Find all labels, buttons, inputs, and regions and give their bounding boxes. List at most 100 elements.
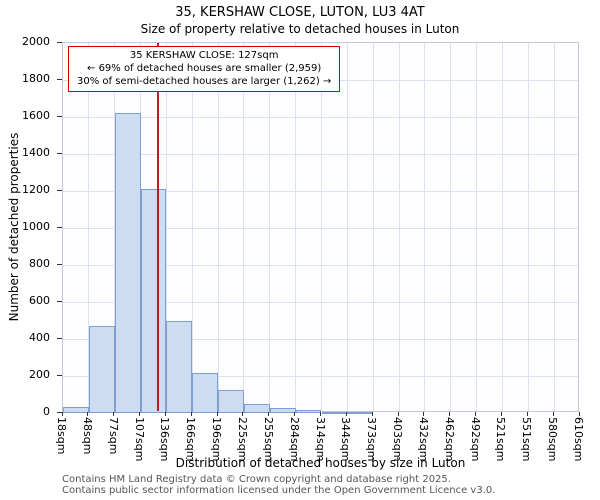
y-tick-mark: [57, 374, 62, 376]
x-tick-mark: [242, 412, 244, 416]
v-gridline: [450, 43, 452, 411]
y-tick-label: 1000: [22, 220, 50, 233]
histogram-bar: [192, 373, 219, 413]
h-gridline: [63, 190, 578, 192]
x-tick-mark: [190, 412, 192, 416]
v-gridline: [501, 43, 503, 411]
x-tick-mark: [87, 412, 89, 416]
y-axis-tick-marks: [57, 41, 62, 413]
footer-attribution-line-1: Contains HM Land Registry data © Crown c…: [62, 474, 451, 485]
x-tick-label: 284sqm: [287, 417, 301, 462]
y-tick-label: 200: [29, 368, 50, 381]
x-tick-mark: [113, 412, 115, 416]
x-tick-mark: [449, 412, 451, 416]
h-gridline: [63, 301, 578, 303]
histogram-bar: [114, 113, 141, 413]
x-tick-label: 521sqm: [494, 417, 508, 462]
histogram-bar: [166, 320, 193, 413]
y-tick-mark: [57, 263, 62, 265]
v-gridline: [217, 43, 219, 411]
histogram-bar: [218, 389, 244, 413]
y-tick-label: 1200: [22, 183, 50, 196]
x-tick-label: 551sqm: [520, 417, 534, 462]
y-tick-mark: [57, 189, 62, 191]
y-tick-label: 400: [29, 331, 50, 344]
y-tick-mark: [57, 411, 62, 413]
x-tick-mark: [397, 412, 399, 416]
x-tick-label: 403sqm: [391, 417, 405, 462]
h-gridline: [63, 116, 578, 118]
v-gridline: [527, 43, 529, 411]
v-gridline: [424, 43, 426, 411]
histogram-bar: [347, 412, 374, 415]
v-gridline: [476, 43, 478, 411]
x-tick-label: 432sqm: [416, 417, 430, 462]
x-tick-mark: [216, 412, 218, 416]
y-tick-mark: [57, 337, 62, 339]
x-tick-label: 580sqm: [546, 417, 560, 462]
x-tick-label: 344sqm: [339, 417, 353, 462]
x-tick-label: 314sqm: [313, 417, 327, 462]
x-tick-mark: [500, 412, 502, 416]
x-tick-label: 107sqm: [132, 417, 146, 462]
x-tick-label: 196sqm: [210, 417, 224, 462]
x-tick-label: 166sqm: [184, 417, 198, 462]
y-tick-mark: [57, 152, 62, 154]
v-gridline: [243, 43, 245, 411]
histogram-bar: [140, 189, 167, 413]
h-gridline: [63, 153, 578, 155]
x-tick-mark: [423, 412, 425, 416]
histogram-bar: [269, 408, 296, 413]
y-tick-label: 800: [29, 257, 50, 270]
x-tick-label: 255sqm: [261, 417, 275, 462]
v-gridline: [321, 43, 322, 411]
x-tick-mark: [526, 412, 528, 416]
v-gridline: [553, 43, 555, 411]
x-tick-mark: [268, 412, 270, 416]
y-tick-label: 1400: [22, 146, 50, 159]
x-tick-mark: [320, 412, 321, 416]
x-tick-label: 610sqm: [572, 417, 585, 462]
x-tick-label: 136sqm: [158, 417, 172, 462]
property-annotation-box: 35 KERSHAW CLOSE: 127sqm ← 69% of detach…: [68, 46, 341, 92]
x-tick-mark: [475, 412, 477, 416]
x-tick-mark: [578, 412, 580, 416]
x-tick-label: 77sqm: [106, 417, 120, 455]
x-tick-mark: [371, 412, 373, 416]
y-tick-label: 2000: [22, 35, 50, 48]
plot-area: 35 KERSHAW CLOSE: 127sqm ← 69% of detach…: [62, 42, 579, 415]
annotation-line-1: 35 KERSHAW CLOSE: 127sqm: [129, 50, 279, 61]
v-gridline: [295, 43, 297, 411]
annotation-line-3: 30% of semi-detached houses are larger (…: [77, 76, 332, 87]
histogram-bar: [321, 412, 348, 415]
x-tick-label: 48sqm: [80, 417, 94, 455]
x-tick-mark: [164, 412, 166, 416]
x-tick-label: 462sqm: [442, 417, 456, 462]
y-tick-mark: [57, 41, 62, 43]
y-tick-label: 600: [29, 294, 50, 307]
histogram-bar: [243, 403, 270, 413]
x-axis-title: Distribution of detached houses by size …: [175, 456, 466, 470]
v-gridline: [346, 43, 348, 411]
chart-title: 35, KERSHAW CLOSE, LUTON, LU3 4AT: [175, 5, 425, 20]
y-axis-tick-labels: 0 200 400 600 800 1000 1200 1400 1600 1800 2000: [0, 35, 56, 418]
y-tick-mark: [57, 78, 62, 80]
y-tick-mark: [57, 300, 62, 302]
x-axis-tick-labels: 18sqm 48sqm 77sqm 107sqm 136sqm 166sqm 196sqm 2…: [55, 412, 585, 465]
histogram-bar: [295, 410, 322, 413]
x-tick-mark: [139, 412, 141, 416]
x-tick-mark: [552, 412, 554, 416]
y-tick-mark: [57, 115, 62, 117]
x-tick-mark: [294, 412, 296, 416]
v-gridline: [165, 43, 167, 411]
h-gridline: [63, 338, 578, 340]
x-tick-label: 373sqm: [365, 417, 379, 462]
x-tick-label: 225sqm: [235, 417, 249, 462]
y-tick-mark: [57, 226, 62, 228]
y-tick-label: 1600: [22, 109, 50, 122]
v-gridline: [398, 43, 400, 411]
annotation-line-2: ← 69% of detached houses are smaller (2,…: [87, 63, 322, 74]
y-tick-label: 0: [43, 405, 50, 418]
v-gridline: [191, 43, 193, 411]
h-gridline: [63, 264, 578, 266]
